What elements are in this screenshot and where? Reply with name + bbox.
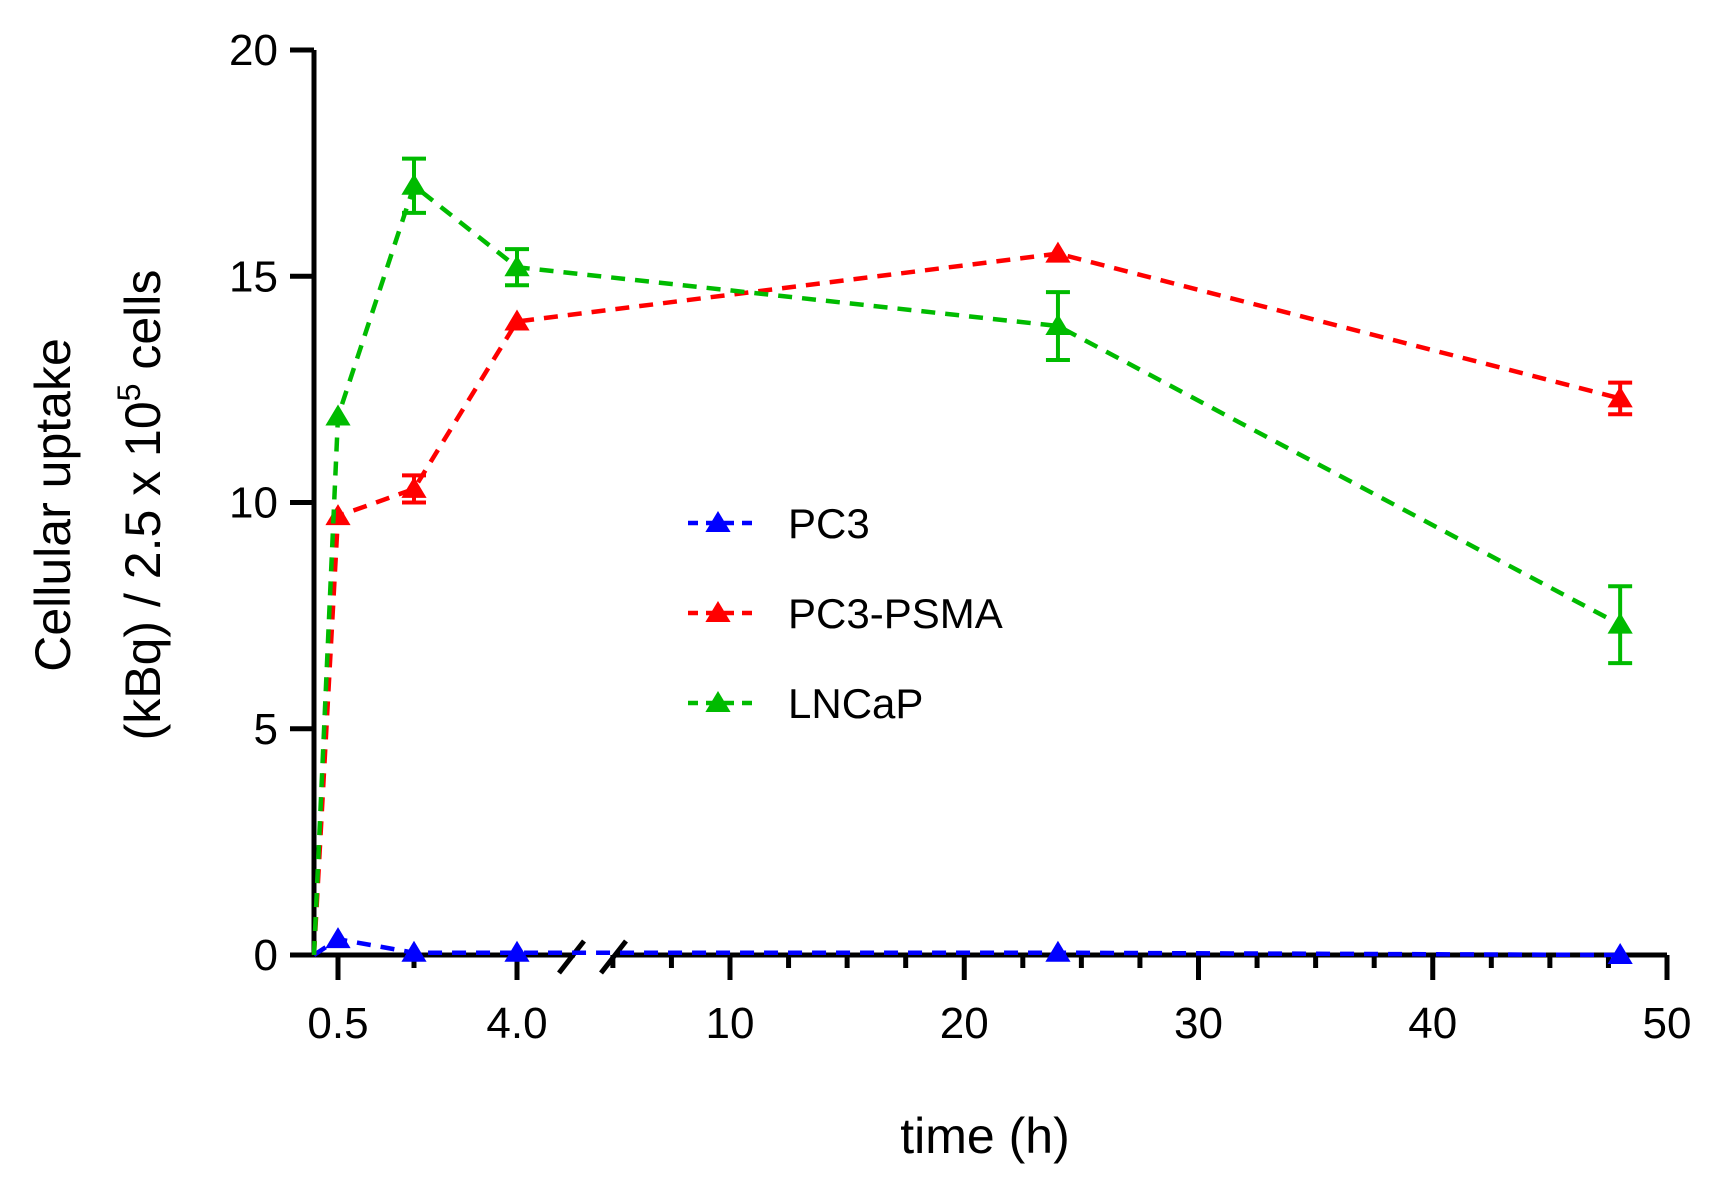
x-tick-label-30: 30	[1174, 999, 1223, 1048]
legend-label-pc3: PC3	[788, 500, 870, 547]
data-point-pc3	[504, 940, 530, 962]
x-tick-label-0.5: 0.5	[307, 999, 368, 1048]
data-point-lncap	[325, 404, 351, 426]
x-tick-label-40: 40	[1408, 999, 1457, 1048]
legend-label-pc3-psma: PC3-PSMA	[788, 590, 1003, 637]
y-tick-label-10: 10	[229, 479, 278, 528]
y-tick-label-0: 0	[254, 931, 278, 980]
y-axis-title-suffix: cells	[115, 270, 171, 384]
data-point-lncap	[504, 255, 530, 277]
data-point-pc3-psma	[325, 504, 351, 526]
data-point-pc3	[401, 940, 427, 962]
data-point-pc3-psma	[1045, 241, 1071, 263]
data-point-pc3	[1607, 943, 1633, 964]
y-tick-label-20: 20	[229, 26, 278, 75]
data-point-lncap	[1045, 314, 1071, 336]
y-axis-title-line-1: Cellular uptake	[25, 338, 81, 672]
series-line-lncap	[311, 181, 1622, 956]
x-axis-title: time (h)	[900, 1108, 1069, 1164]
series-line-pc3	[312, 936, 1621, 958]
y-tick-label-5: 5	[254, 705, 278, 754]
data-point-pc3-psma	[504, 309, 530, 331]
legend-marker-pc3	[705, 511, 731, 532]
y-tick-label-15: 15	[229, 252, 278, 301]
legend-marker-lncap	[705, 691, 731, 712]
legend-marker-pc3-psma	[705, 601, 731, 622]
legend: PC3 PC3-PSMA LNCaP	[688, 500, 1003, 727]
x-tick-label-10: 10	[706, 999, 755, 1048]
y-axis-title-superscript: 5	[111, 384, 147, 402]
data-point-pc3-psma	[401, 476, 427, 498]
data-point-lncap	[1607, 612, 1633, 634]
axis-break-mark-left	[557, 939, 586, 975]
y-axis-title-line-2: (kBq) / 2.5 x 105 cells	[111, 270, 171, 741]
series-line-pc3-psma	[311, 251, 1621, 956]
y-axis-title: Cellular uptake	[25, 338, 81, 672]
x-tick-label-50: 50	[1643, 999, 1692, 1048]
legend-label-lncap: LNCaP	[788, 680, 923, 727]
data-point-pc3	[1045, 940, 1071, 962]
axes	[300, 50, 1667, 975]
y-axis-title-2: (kBq) / 2.5 x 105 cells	[111, 270, 171, 741]
y-axis-title-prefix: (kBq) / 2.5 x 10	[115, 401, 171, 740]
x-tick-label-4.0: 4.0	[486, 999, 547, 1048]
data-point-pc3	[325, 927, 351, 949]
data-point-pc3-psma	[1607, 386, 1633, 408]
data-point-lncap	[401, 173, 427, 195]
x-tick-label-20: 20	[940, 999, 989, 1048]
